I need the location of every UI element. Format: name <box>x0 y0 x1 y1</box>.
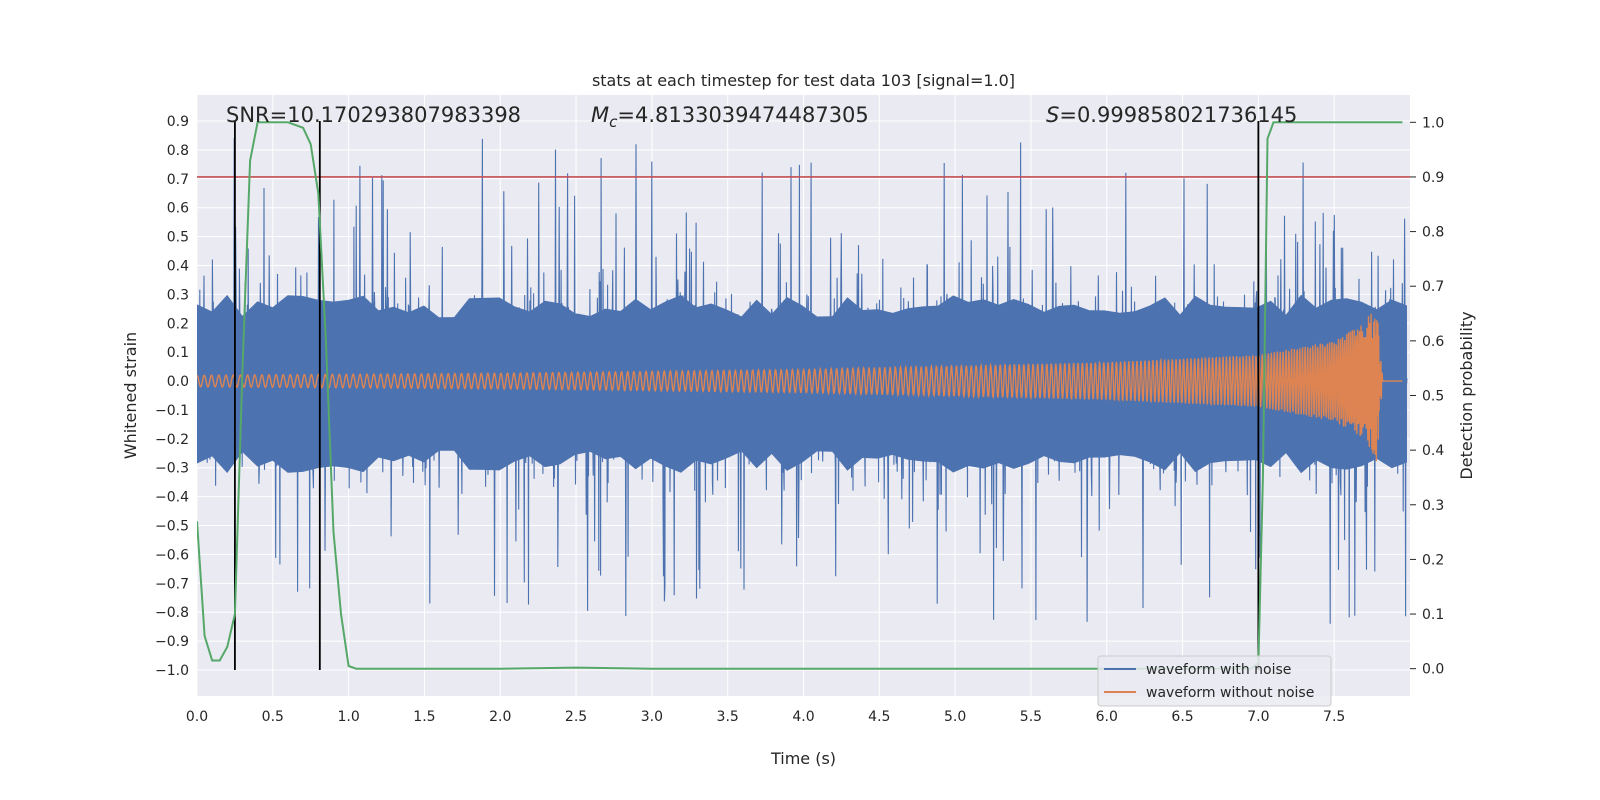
legend: waveform with noise waveform without noi… <box>1097 655 1332 707</box>
x-tick-label: 2.0 <box>489 709 511 725</box>
y-tick-label-right: 0.7 <box>1422 279 1444 295</box>
y-tick-label-left: −0.7 <box>155 576 189 592</box>
y-tick-label-left: 0.8 <box>167 143 189 159</box>
y-tick-label-left: −0.4 <box>155 490 189 506</box>
y-tick-label-left: −0.9 <box>155 634 189 650</box>
x-tick-label: 4.5 <box>868 709 890 725</box>
series-clean-waveform <box>197 313 1403 462</box>
plot-area <box>197 121 1410 670</box>
y-tick-label-right: 0.2 <box>1422 552 1444 568</box>
mc-symbol: M <box>591 103 609 127</box>
x-tick-label: 0.5 <box>262 709 284 725</box>
y-tick-label-right: 0.0 <box>1422 662 1444 678</box>
snr-annotation: SNR=10.170293807983398 <box>226 103 521 127</box>
y-tick-label-right: 0.9 <box>1422 170 1444 186</box>
x-tick-label: 6.5 <box>1171 709 1193 725</box>
legend-label-noisy: waveform with noise <box>1146 662 1291 678</box>
y-tick-label-right: 0.5 <box>1422 389 1444 405</box>
x-tick-label: 5.5 <box>1020 709 1042 725</box>
chirp-mass-annotation: Mc=4.8133039474487305 <box>591 103 869 131</box>
x-tick-label: 1.5 <box>413 709 435 725</box>
x-tick-label: 2.5 <box>565 709 587 725</box>
y-tick-label-right: 0.6 <box>1422 334 1444 350</box>
x-tick-label: 5.0 <box>944 709 966 725</box>
x-tick-label: 1.0 <box>337 709 359 725</box>
x-tick-label: 6.0 <box>1096 709 1118 725</box>
series-detection-probability <box>197 121 1403 670</box>
mc-subscript: c <box>609 113 618 131</box>
y-tick-label-left: 0.4 <box>167 258 189 274</box>
y-tick-label-right: 1.0 <box>1422 115 1444 131</box>
tick-labels: 0.0 0.5 1.0 1.5 2.0 2.5 3.0 3.5 4.0 4.5 5.0 5.5 6.0 6… <box>155 114 1444 725</box>
y-tick-label-right: 0.8 <box>1422 225 1444 241</box>
x-tick-label: 4.0 <box>792 709 814 725</box>
s-symbol: S <box>1046 103 1059 127</box>
y-tick-label-left: −0.2 <box>155 432 189 448</box>
y-tick-label-left: 0.5 <box>167 230 189 246</box>
legend-box <box>1097 655 1332 707</box>
x-axis-label: Time (s) <box>770 749 836 768</box>
y-tick-label-left: 0.7 <box>167 172 189 188</box>
s-value: =0.999858021736145 <box>1059 103 1297 127</box>
y-tick-label-left: 0.0 <box>167 374 189 390</box>
y-tick-label-left: 0.6 <box>167 201 189 217</box>
chart-title: stats at each timestep for test data 103… <box>592 71 1015 90</box>
y-axis-label-right: Detection probability <box>1457 311 1476 479</box>
x-tick-label: 7.0 <box>1247 709 1269 725</box>
y-tick-label-left: −0.5 <box>155 519 189 535</box>
y-tick-label-left: −1.0 <box>155 663 189 679</box>
mc-value: =4.8133039474487305 <box>617 103 868 127</box>
y-tick-label-left: −0.3 <box>155 461 189 477</box>
x-tick-label: 0.0 <box>186 709 208 725</box>
y-tick-label-left: −0.8 <box>155 605 189 621</box>
x-tick-label: 3.5 <box>717 709 739 725</box>
legend-label-clean: waveform without noise <box>1146 685 1314 701</box>
x-tick-label: 7.5 <box>1323 709 1345 725</box>
score-annotation: S=0.999858021736145 <box>1046 103 1297 127</box>
y-tick-label-left: 0.2 <box>167 316 189 332</box>
y-tick-label-right: 0.4 <box>1422 443 1444 459</box>
y-axis-label-left: Whitened strain <box>121 332 140 459</box>
y-tick-label-left: 0.9 <box>167 114 189 130</box>
y-tick-label-left: −0.1 <box>155 403 189 419</box>
y-tick-label-left: 0.3 <box>167 287 189 303</box>
y-tick-label-left: −0.6 <box>155 547 189 563</box>
y-tick-label-left: 0.1 <box>167 345 189 361</box>
x-tick-label: 3.0 <box>641 709 663 725</box>
y-tick-label-right: 0.3 <box>1422 498 1444 514</box>
y-tick-label-right: 0.1 <box>1422 607 1444 623</box>
